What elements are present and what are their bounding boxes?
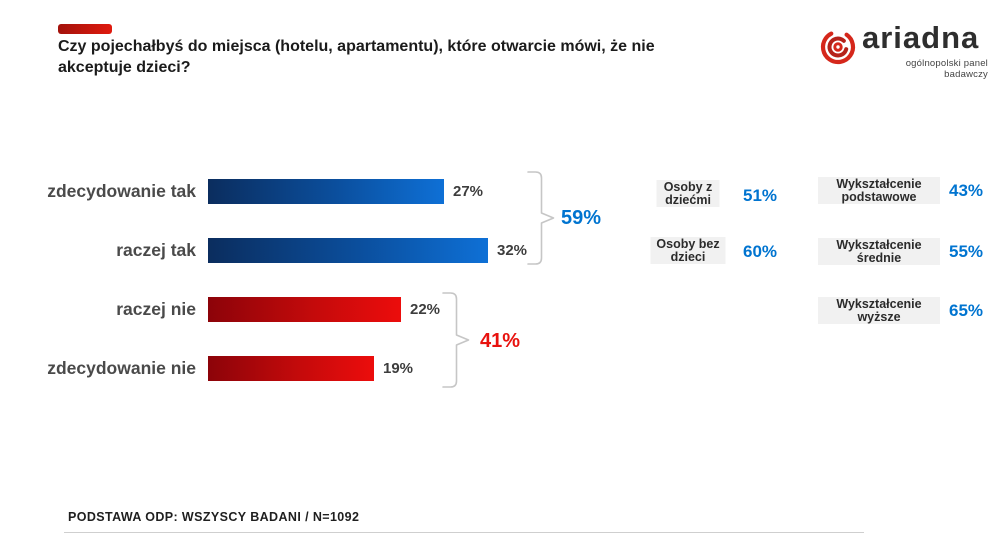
- bar-zdecydowanie-nie: [208, 356, 374, 381]
- breakdown-value: 51%: [743, 186, 778, 205]
- logo-wordmark: ariadna: [862, 20, 980, 55]
- bar-zdecydowanie-tak: [208, 179, 444, 204]
- survey-question-title: Czy pojechałbyś do miejsca (hotelu, apar…: [58, 38, 655, 76]
- breakdown-value: 55%: [949, 242, 984, 261]
- bar-value-label: 19%: [383, 360, 414, 377]
- footer-divider: [64, 532, 864, 533]
- bar-raczej-nie: [208, 297, 401, 322]
- bar-value-label: 27%: [453, 183, 484, 200]
- breakdown-value: 60%: [743, 242, 778, 261]
- breakdown-value: 65%: [949, 301, 984, 320]
- bar-value-label: 22%: [410, 301, 441, 318]
- breakdown-value: 43%: [949, 181, 984, 200]
- category-label-zdecydowanie-tak: zdecydowanie tak: [47, 181, 196, 201]
- bracket-yes-group: [527, 171, 555, 265]
- breakdown-box-wyksztalcenie-podstawowe: Wykształcenie podstawowe: [818, 177, 940, 204]
- ariadna-spiral-icon: [820, 29, 856, 65]
- breakdown-box-osoby-z-dziecmi: Osoby z dziećmi: [656, 180, 720, 207]
- no-group-total: 41%: [480, 330, 521, 352]
- yes-group-total: 59%: [561, 207, 602, 229]
- bar-raczej-tak: [208, 238, 488, 263]
- sample-base-note: PODSTAWA ODP: WSZYSCY BADANI / N=1092: [68, 510, 360, 524]
- ariadna-logo: ariadna ogólnopolski panel badawczy: [819, 20, 989, 80]
- breakdown-box-wyksztalcenie-srednie: Wykształcenie średnie: [818, 238, 940, 265]
- bracket-no-group: [442, 292, 470, 388]
- bar-value-label: 32%: [497, 242, 528, 259]
- breakdown-box-wyksztalcenie-wyzsze: Wykształcenie wyższe: [818, 297, 940, 324]
- category-label-raczej-nie: raczej nie: [116, 299, 196, 319]
- category-label-zdecydowanie-nie: zdecydowanie nie: [47, 358, 196, 378]
- title-accent-bar: [58, 24, 112, 34]
- breakdown-box-osoby-bez-dzieci: Osoby bez dzieci: [650, 237, 726, 264]
- category-label-raczej-tak: raczej tak: [116, 240, 196, 260]
- logo-tagline: ogólnopolski panel badawczy: [905, 58, 988, 80]
